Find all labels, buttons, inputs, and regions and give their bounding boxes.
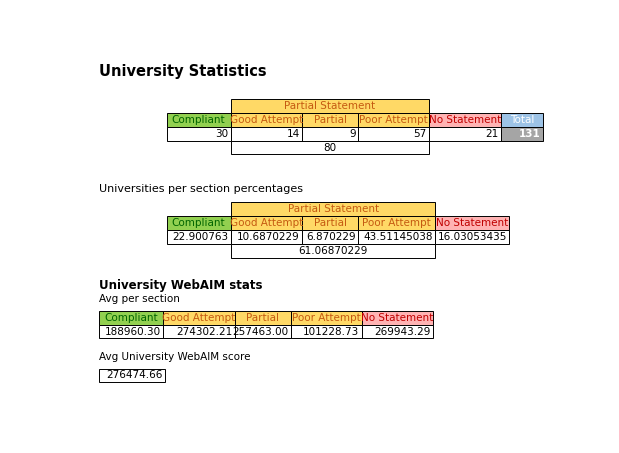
Text: Compliant: Compliant: [105, 313, 158, 323]
Text: Compliant: Compliant: [172, 218, 225, 228]
Text: 274302.21: 274302.21: [176, 327, 232, 337]
Text: 57: 57: [413, 129, 427, 139]
Bar: [290, 311, 361, 325]
Bar: [302, 230, 358, 244]
Text: University Statistics: University Statistics: [99, 64, 267, 79]
Bar: [358, 216, 435, 230]
Text: 22.900763: 22.900763: [172, 232, 228, 242]
Text: No Statement: No Statement: [361, 313, 433, 323]
Text: Good Attempt: Good Attempt: [162, 313, 236, 323]
Text: University WebAIM stats: University WebAIM stats: [99, 279, 262, 292]
Bar: [163, 325, 235, 338]
Text: 80: 80: [324, 143, 337, 153]
Bar: [231, 113, 302, 127]
Text: 21: 21: [485, 129, 498, 139]
Text: Partial Statement: Partial Statement: [288, 204, 379, 214]
Bar: [361, 325, 433, 338]
Text: Partial Statement: Partial Statement: [285, 101, 376, 111]
Bar: [435, 216, 509, 230]
Text: 101228.73: 101228.73: [303, 327, 360, 337]
Text: 14: 14: [287, 129, 300, 139]
Bar: [99, 325, 163, 338]
Text: 43.51145038: 43.51145038: [363, 232, 433, 242]
Bar: [231, 216, 302, 230]
Bar: [358, 230, 435, 244]
Text: Partial: Partial: [314, 115, 347, 125]
Text: Universities per section percentages: Universities per section percentages: [99, 184, 303, 194]
Bar: [435, 230, 509, 244]
Bar: [231, 202, 435, 216]
Bar: [231, 99, 429, 113]
Text: Good Attempt: Good Attempt: [230, 115, 303, 125]
Bar: [302, 113, 358, 127]
Bar: [235, 325, 290, 338]
Bar: [99, 369, 165, 382]
Bar: [231, 230, 302, 244]
Text: Partial: Partial: [314, 218, 347, 228]
Text: 276474.66: 276474.66: [106, 371, 163, 381]
Bar: [429, 113, 501, 127]
Bar: [99, 311, 163, 325]
Bar: [231, 140, 429, 154]
Bar: [163, 311, 235, 325]
Text: 61.06870229: 61.06870229: [298, 246, 368, 255]
Text: Total: Total: [509, 115, 534, 125]
Text: Compliant: Compliant: [172, 115, 225, 125]
Bar: [235, 311, 290, 325]
Text: 269943.29: 269943.29: [374, 327, 431, 337]
Bar: [358, 127, 429, 140]
Bar: [302, 127, 358, 140]
Bar: [167, 127, 231, 140]
Text: 131: 131: [519, 129, 541, 139]
Bar: [231, 127, 302, 140]
Text: Partial: Partial: [246, 313, 279, 323]
Bar: [358, 113, 429, 127]
Text: Good Attempt: Good Attempt: [230, 218, 303, 228]
Text: 10.6870229: 10.6870229: [237, 232, 300, 242]
Bar: [290, 325, 361, 338]
Bar: [167, 230, 231, 244]
Bar: [167, 113, 231, 127]
Text: Poor Attempt: Poor Attempt: [292, 313, 360, 323]
Text: 16.03053435: 16.03053435: [438, 232, 507, 242]
Text: Avg University WebAIM score: Avg University WebAIM score: [99, 352, 251, 362]
Text: Poor Attempt: Poor Attempt: [362, 218, 431, 228]
Text: Avg per section: Avg per section: [99, 294, 180, 304]
Text: 9: 9: [349, 129, 355, 139]
Bar: [501, 113, 543, 127]
Text: No Statement: No Statement: [436, 218, 508, 228]
Bar: [361, 311, 433, 325]
Text: 6.870229: 6.870229: [306, 232, 355, 242]
Bar: [302, 216, 358, 230]
Bar: [231, 244, 435, 258]
Text: 188960.30: 188960.30: [105, 327, 161, 337]
Bar: [167, 216, 231, 230]
Text: Poor Attempt: Poor Attempt: [359, 115, 428, 125]
Text: No Statement: No Statement: [429, 115, 501, 125]
Text: 257463.00: 257463.00: [232, 327, 288, 337]
Text: 30: 30: [215, 129, 228, 139]
Bar: [429, 127, 501, 140]
Bar: [501, 127, 543, 140]
